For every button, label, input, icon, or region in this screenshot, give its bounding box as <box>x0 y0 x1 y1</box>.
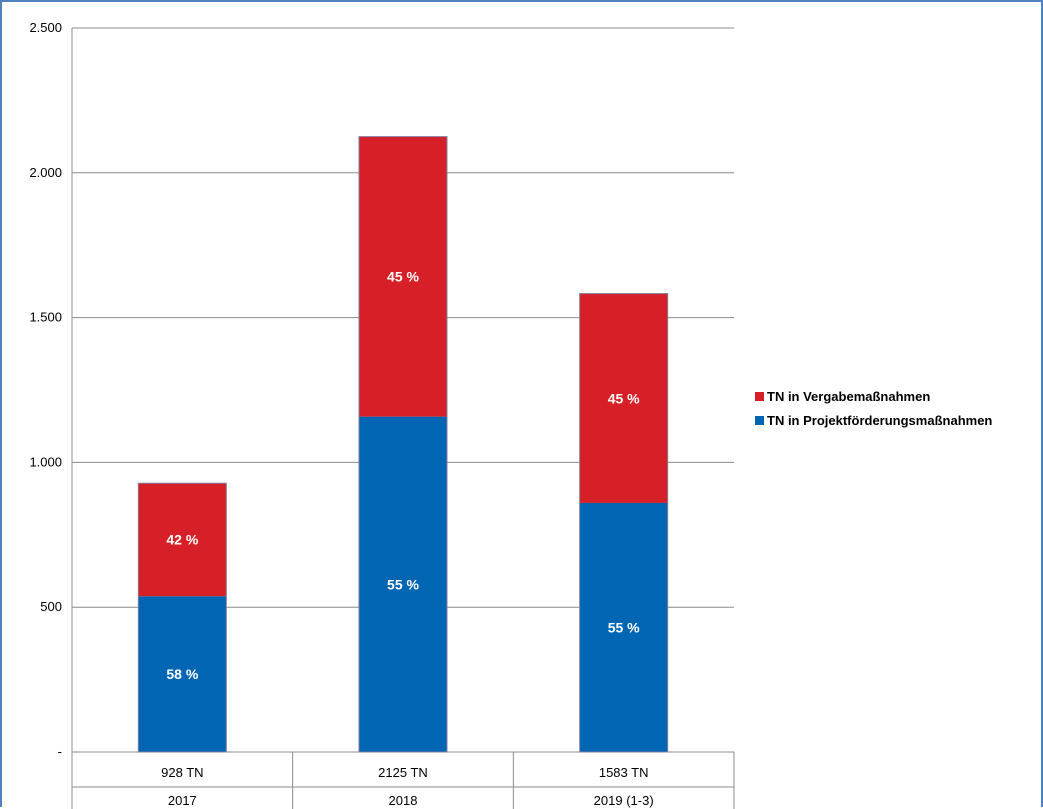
data-label: 55 % <box>387 576 419 592</box>
category-total-label: 2125 TN <box>378 765 428 780</box>
y-tick-label: 1.000 <box>29 454 62 469</box>
bar-outline <box>137 482 227 753</box>
bar-segment <box>579 293 668 503</box>
data-label: 55 % <box>608 619 640 635</box>
bar-segment <box>359 416 447 752</box>
y-tick-label: 1.500 <box>29 310 62 325</box>
y-tick-label: 2.500 <box>29 20 62 35</box>
x-tick-label: 2018 <box>389 793 418 808</box>
legend-swatch <box>755 416 764 425</box>
y-tick-label: - <box>58 744 62 759</box>
category-total-label: 928 TN <box>161 765 203 780</box>
data-label: 45 % <box>608 390 640 406</box>
category-total-label: 1583 TN <box>599 765 649 780</box>
y-tick-label: 2.000 <box>29 165 62 180</box>
bar-outline <box>358 136 448 753</box>
bar-segment <box>579 502 668 752</box>
legend-label: TN in Projektförderungsmaßnahmen <box>767 413 992 428</box>
bar-segment <box>138 483 227 597</box>
data-label: 42 % <box>166 532 198 548</box>
legend-label: TN in Vergabemaßnahmen <box>767 389 930 404</box>
legend-swatch <box>755 392 764 401</box>
bar-segment <box>359 136 447 417</box>
x-tick-label: 2017 <box>168 793 197 808</box>
axes: - 500 1.000 1.500 2.000 2.500 928 TN 2017 2125 T… <box>29 20 735 809</box>
y-tick-label: 500 <box>40 599 62 614</box>
data-label: 45 % <box>387 269 419 285</box>
x-tick-label: 2019 (1-3) <box>594 793 654 808</box>
legend: TN in Vergabemaßnahmen TN in Projektförde… <box>755 389 992 428</box>
bar-segment <box>138 596 227 752</box>
bars: 58 % 42 % 55 % 45 % 55 % 45 % <box>137 136 669 753</box>
data-label: 58 % <box>166 666 198 682</box>
bar-outline <box>579 293 669 753</box>
